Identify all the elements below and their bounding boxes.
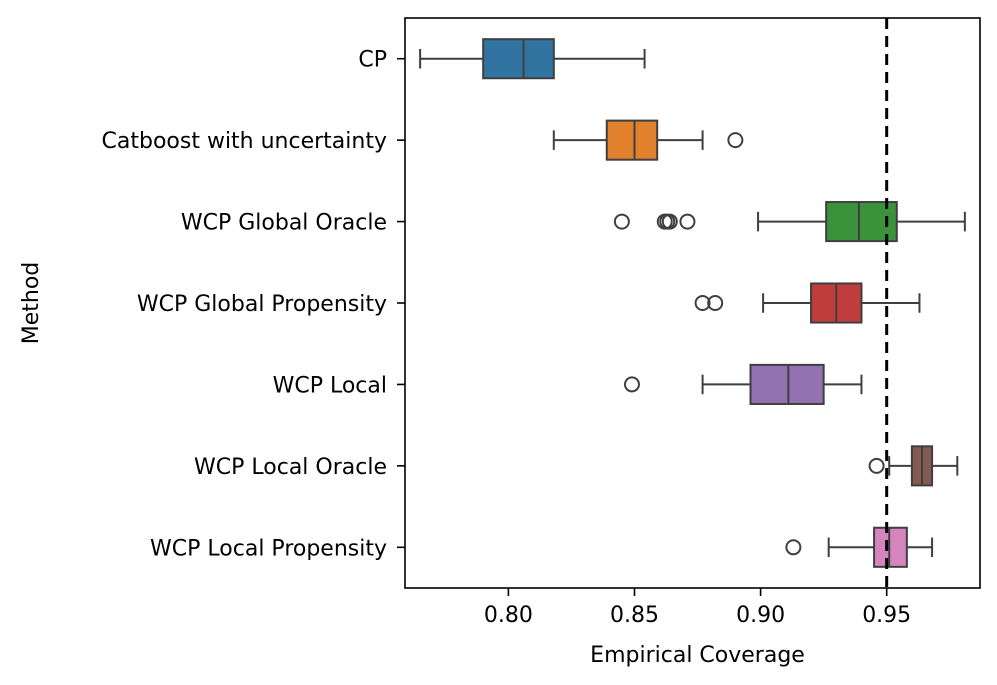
x-tick-label: 0.80 (484, 603, 533, 628)
outlier-point (679, 213, 696, 230)
y-axis-ticks: CP Catboost with uncertainty WCP Global Or… (102, 48, 405, 561)
x-axis-ticks: 0.80 0.85 0.90 0.95 (484, 588, 911, 628)
x-axis-label: Empirical Coverage (590, 643, 805, 668)
outlier-point (623, 376, 640, 393)
y-tick-label: CP (358, 48, 387, 73)
y-tick-label: WCP Local Oracle (194, 455, 387, 480)
box-group-6 (785, 526, 934, 568)
box-group-0 (419, 38, 646, 80)
y-tick-label: WCP Global Oracle (181, 211, 387, 236)
box-group-1 (552, 119, 744, 161)
boxes-layer (419, 18, 966, 588)
box-iqr (873, 526, 908, 568)
y-tick-label: WCP Local (273, 373, 387, 398)
box-group-4 (623, 363, 863, 405)
outlier-point (661, 213, 678, 230)
box-iqr (749, 363, 825, 405)
box-group-5 (868, 445, 959, 487)
x-tick-label: 0.85 (610, 603, 659, 628)
box-group-2 (613, 201, 966, 243)
box-iqr (605, 119, 659, 161)
x-tick-label: 0.95 (862, 603, 911, 628)
y-axis-label: Method (19, 262, 44, 345)
outlier-point (868, 457, 885, 474)
outlier-point (707, 295, 724, 311)
box-iqr (482, 38, 555, 80)
box-group-3 (694, 282, 921, 324)
box-iqr (825, 201, 898, 243)
outlier-point (613, 213, 630, 230)
outlier-point (694, 295, 711, 311)
y-tick-label: Catboost with uncertainty (102, 129, 387, 154)
outlier-point (785, 539, 802, 556)
x-tick-label: 0.90 (736, 603, 785, 628)
y-tick-label: WCP Global Propensity (137, 292, 387, 317)
outlier-point (727, 132, 744, 149)
y-tick-label: WCP Local Propensity (150, 536, 387, 561)
